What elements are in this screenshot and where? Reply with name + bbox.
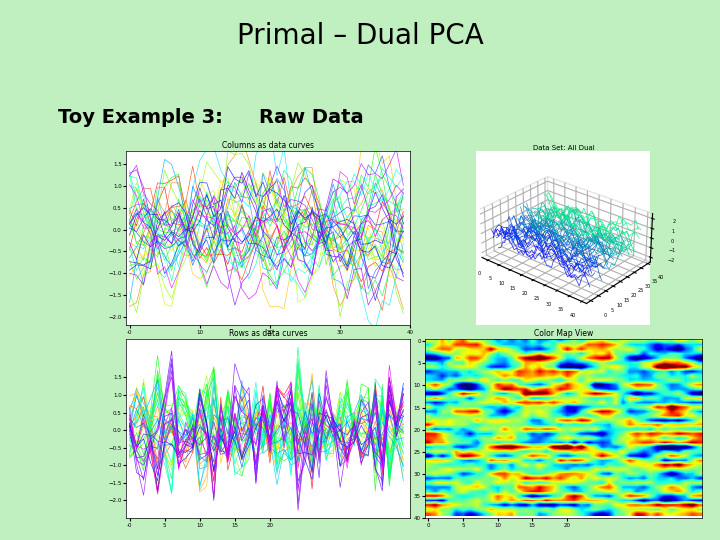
Text: Raw Data: Raw Data bbox=[259, 108, 364, 127]
Text: Primal – Dual PCA: Primal – Dual PCA bbox=[237, 22, 483, 50]
Title: Color Map View: Color Map View bbox=[534, 329, 593, 338]
Title: Columns as data curves: Columns as data curves bbox=[222, 141, 314, 151]
Title: Data Set: All Dual: Data Set: All Dual bbox=[533, 145, 594, 151]
Title: Rows as data curves: Rows as data curves bbox=[229, 329, 307, 338]
Text: Toy Example 3:: Toy Example 3: bbox=[58, 108, 222, 127]
